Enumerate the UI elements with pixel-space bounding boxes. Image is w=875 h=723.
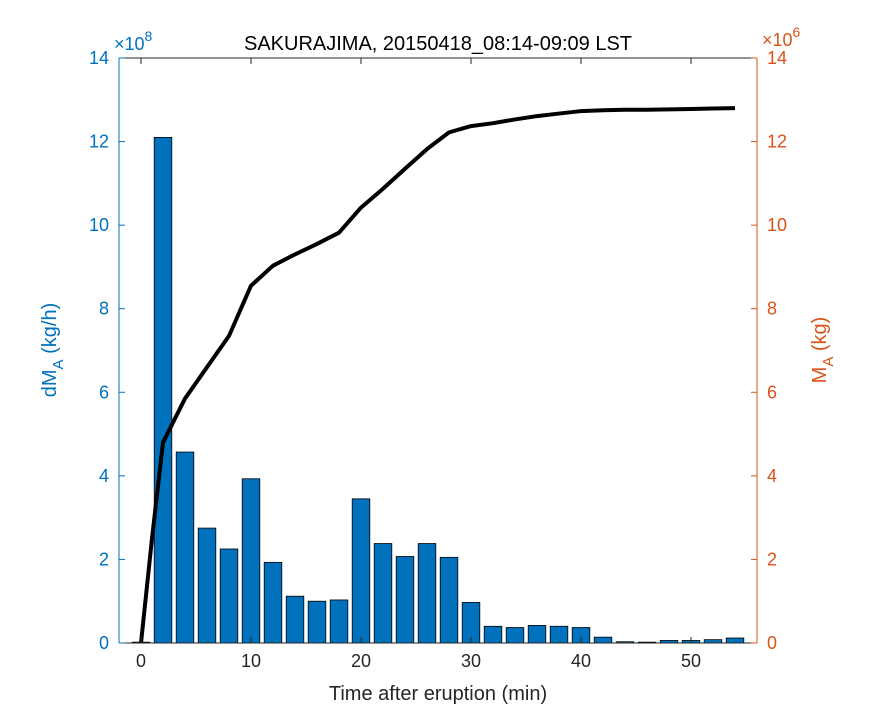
line-series-layer: [139, 106, 736, 644]
bar-28: [439, 556, 459, 644]
left-tick-label: 4: [99, 466, 109, 486]
bar-52: [703, 639, 723, 644]
bar-series: [131, 136, 745, 644]
bar-2: [153, 136, 173, 644]
bar-32: [483, 625, 503, 644]
bar-54: [725, 637, 745, 644]
right-axis-exponent: ×106: [762, 24, 801, 50]
left-tick-label: 8: [99, 299, 109, 319]
right-tick-label: 0: [767, 633, 777, 653]
right-exponent-power: 6: [793, 24, 801, 40]
left-tick-label: 14: [89, 48, 109, 68]
right-tick-label: 6: [767, 382, 777, 402]
right-axis-label-unit: (kg): [809, 317, 831, 357]
bar-12: [263, 561, 283, 644]
left-axis-label-unit: (kg/h): [39, 303, 61, 360]
bar-26: [417, 543, 437, 644]
right-tick-label: 8: [767, 299, 777, 319]
bar-36: [527, 625, 547, 644]
chart-title: SAKURAJIMA, 20150418_08:14-09:09 LST: [244, 33, 632, 55]
left-exponent-power: 8: [145, 28, 153, 44]
bar-6: [197, 527, 217, 644]
left-axis-label: dMA (kg/h): [39, 303, 67, 398]
right-tick-label: 12: [767, 132, 787, 152]
bar-20: [351, 498, 371, 644]
x-tick-label: 0: [136, 651, 146, 671]
left-exponent-base: ×10: [114, 34, 145, 54]
bar-18: [329, 599, 349, 644]
left-axis-exponent: ×108: [114, 28, 153, 54]
cumulative-mass-line: [139, 106, 736, 644]
right-axis-label: MA (kg): [809, 317, 837, 384]
bar-10: [241, 478, 261, 644]
left-tick-labels: 0 2 4 6 8 10 12 14: [89, 48, 109, 653]
right-tick-label: 4: [767, 466, 777, 486]
right-axis-label-main: M: [809, 367, 831, 384]
bar-34: [505, 627, 525, 644]
right-tick-label: 10: [767, 215, 787, 235]
right-tick-labels: 0 2 4 6 8 10 12 14: [767, 48, 787, 653]
bar-38: [549, 625, 569, 644]
left-axis-label-main: dM: [39, 369, 61, 397]
right-exponent-base: ×10: [762, 30, 793, 50]
bar-30: [461, 602, 481, 644]
x-tick-labels: 0 10 20 30 40 50: [136, 651, 701, 671]
x-tick-label: 50: [681, 651, 701, 671]
axes: [118, 57, 758, 644]
left-tick-label: 2: [99, 549, 109, 569]
right-tick-label: 2: [767, 549, 777, 569]
x-axis-label: Time after eruption (min): [329, 683, 547, 705]
bar-16: [307, 600, 327, 644]
right-axis-label-sub: A: [820, 357, 837, 367]
bar-24: [395, 556, 415, 644]
bar-14: [285, 595, 305, 644]
bar-42: [593, 636, 613, 644]
bar-22: [373, 543, 393, 644]
left-tick-label: 12: [89, 132, 109, 152]
bar-4: [175, 451, 195, 644]
right-tick-label: 14: [767, 48, 787, 68]
x-tick-label: 40: [571, 651, 591, 671]
left-tick-label: 6: [99, 382, 109, 402]
left-tick-label: 0: [99, 633, 109, 653]
x-tick-label: 10: [241, 651, 261, 671]
x-tick-label: 20: [351, 651, 371, 671]
x-tick-label: 30: [461, 651, 481, 671]
bar-8: [219, 548, 239, 644]
left-axis-label-sub: A: [50, 359, 67, 369]
left-tick-label: 10: [89, 215, 109, 235]
